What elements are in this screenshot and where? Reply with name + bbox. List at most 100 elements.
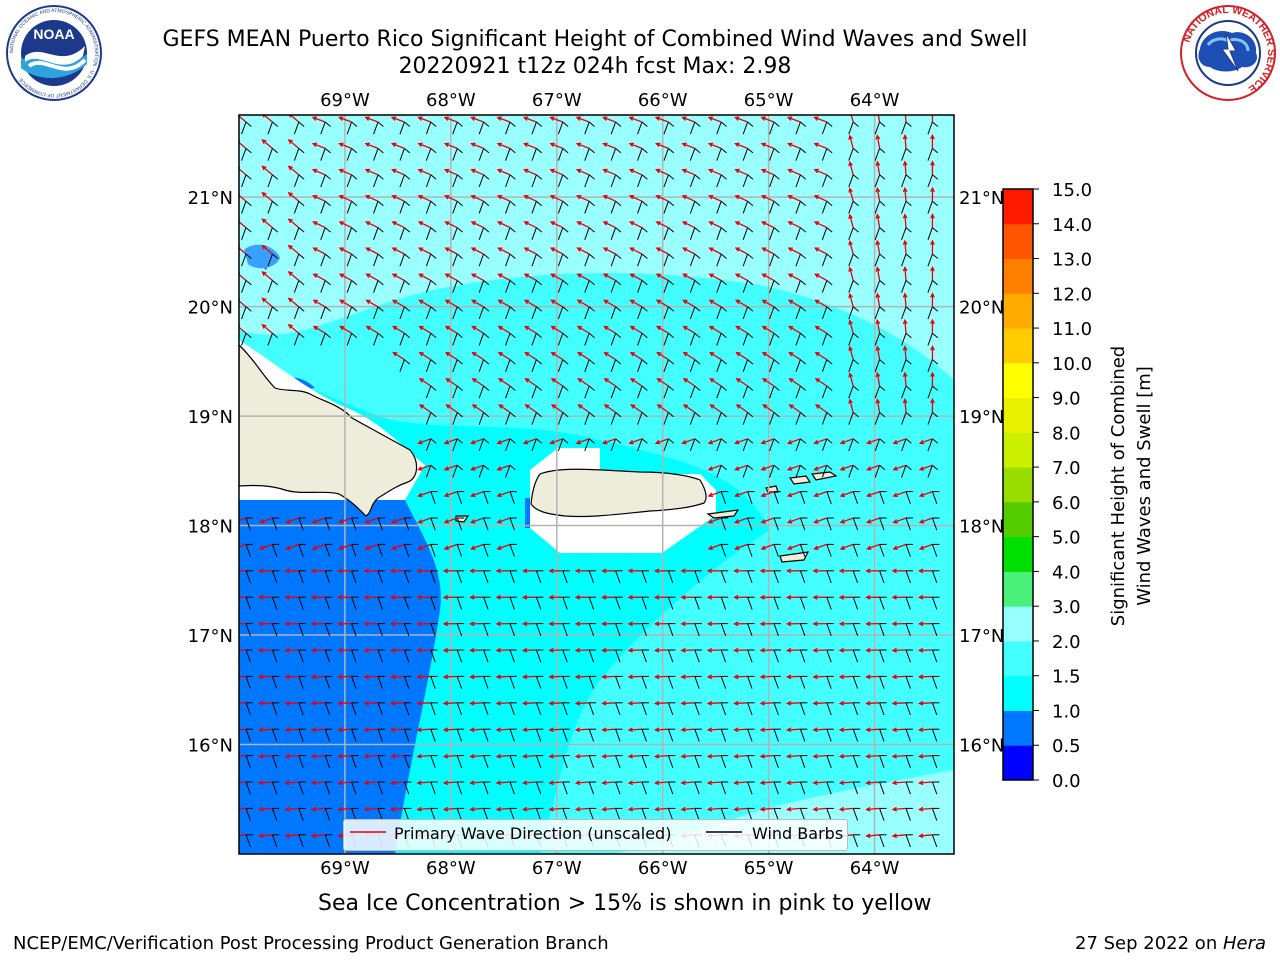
wind-barb [874, 280, 886, 293]
wind-barb [483, 755, 491, 768]
wave-direction-arrow [445, 404, 458, 413]
wind-barb [879, 807, 887, 821]
wave-direction-arrow [681, 195, 696, 202]
wind-barb [905, 755, 913, 768]
wave-direction-arrow [930, 186, 935, 202]
wave-direction-arrow [785, 674, 801, 680]
wind-barb [293, 200, 305, 214]
wave-direction-arrow [443, 438, 458, 445]
wave-direction-arrow [813, 543, 828, 550]
wave-direction-arrow [337, 780, 352, 786]
wind-barb [509, 781, 517, 795]
wind-barb [720, 570, 729, 584]
wind-barb [905, 649, 913, 663]
wind-barb [610, 306, 622, 320]
colorbar-segment [1003, 223, 1033, 260]
wind-barb [747, 702, 755, 716]
wind-barb [742, 385, 754, 399]
wave-direction-arrow [838, 647, 854, 653]
wave-direction-arrow [865, 700, 880, 706]
wind-barb [716, 359, 727, 372]
wind-barb [689, 412, 701, 425]
wind-barb [245, 781, 253, 795]
wave-direction-arrow [498, 404, 511, 413]
wind-barb [373, 227, 384, 240]
wind-barb [505, 121, 516, 135]
wind-barb [689, 359, 701, 372]
wave-direction-arrow [891, 594, 907, 600]
wind-barb [351, 623, 359, 636]
wind-barb [769, 227, 780, 240]
wave-direction-arrow [918, 806, 933, 812]
wave-direction-arrow [875, 371, 881, 387]
colorbar-label-line1: Significant Height of Combined [1108, 346, 1129, 626]
wave-direction-arrow [761, 325, 775, 334]
wave-direction-arrow [930, 345, 935, 360]
colorbar-tick-label: 3.0 [1052, 597, 1081, 618]
wind-barb [271, 543, 280, 557]
wave-direction-arrow [284, 594, 299, 600]
wave-direction-arrow [653, 674, 669, 680]
lon-label-top: 67°W [532, 90, 582, 111]
wind-barb [351, 675, 359, 689]
wind-barb [769, 438, 780, 452]
wind-barb [879, 728, 887, 742]
wave-direction-arrow [786, 517, 801, 524]
wind-barb [927, 385, 939, 399]
wave-direction-arrow [601, 700, 616, 706]
wave-direction-arrow [655, 247, 669, 255]
wind-barb [557, 253, 569, 267]
wind-barb [531, 280, 543, 293]
wind-barb [346, 253, 358, 267]
wave-direction-arrow [627, 753, 643, 759]
wave-direction-arrow [866, 438, 880, 445]
wave-direction-arrow [443, 517, 458, 524]
wave-direction-arrow [390, 116, 405, 123]
vector-field [239, 115, 940, 848]
wave-direction-arrow [311, 543, 326, 550]
wave-direction-arrow [918, 753, 933, 759]
wind-barb [742, 332, 754, 346]
wind-barb [821, 332, 833, 346]
colorbar-tick-label: 9.0 [1052, 389, 1081, 410]
wind-barb [747, 517, 755, 531]
wave-direction-arrow [287, 244, 300, 255]
wave-direction-arrow [550, 325, 564, 334]
wind-barb [425, 253, 437, 267]
wave-direction-arrow [444, 247, 458, 255]
wave-direction-arrow [418, 404, 432, 413]
wind-barb [615, 649, 623, 663]
wave-direction-arrow [706, 753, 722, 759]
wind-barb [821, 464, 833, 478]
wind-barb [742, 412, 754, 425]
wave-direction-arrow [576, 351, 590, 361]
wave-direction-arrow [337, 753, 352, 759]
wave-direction-arrow [760, 438, 775, 445]
wind-barb [584, 121, 595, 135]
wave-direction-arrow [392, 351, 405, 361]
wave-direction-arrow [627, 727, 643, 733]
wind-barb [641, 728, 649, 742]
wind-barb [773, 543, 781, 557]
wind-barb [689, 227, 701, 240]
wind-barb [241, 227, 252, 240]
wind-barb-legend-label: Wind Barbs [752, 824, 844, 843]
wind-barb [320, 280, 331, 293]
wave-direction-arrow [866, 490, 880, 498]
wind-barb [483, 781, 491, 795]
wind-barb [689, 174, 701, 188]
wave-direction-arrow [285, 543, 300, 550]
wind-barb [430, 702, 438, 716]
wave-direction-arrow [310, 833, 326, 839]
wave-direction-arrow [812, 674, 827, 680]
wind-barb [905, 570, 913, 584]
wave-direction-arrow [574, 727, 590, 733]
wind-barb [557, 200, 569, 214]
wave-direction-arrow [813, 195, 828, 202]
wave-direction-arrow [759, 700, 775, 706]
wave-direction-arrow [338, 221, 352, 229]
wave-direction-arrow [602, 195, 616, 202]
wave-direction-arrow [257, 568, 273, 574]
wind-barb [747, 807, 755, 821]
